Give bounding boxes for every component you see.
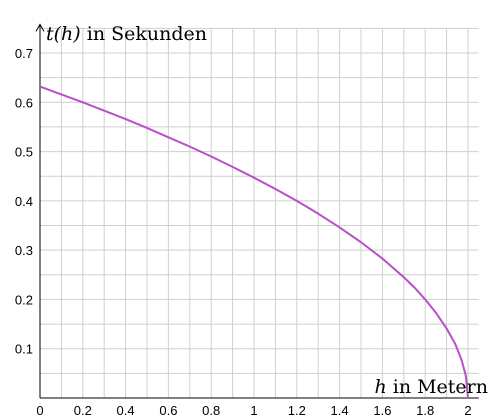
x-tick-label: 0	[36, 403, 43, 418]
x-tick-label: 1.6	[373, 403, 391, 418]
y-tick-label: 0.4	[15, 194, 33, 209]
x-tick-label: 1.8	[416, 403, 434, 418]
y-axis-label-var: t(h)	[46, 23, 81, 45]
x-tick-labels: 0 0.2 0.4 0.6 0.8 1 1.2 1.4 1.6 1.8 2	[36, 403, 471, 418]
grid	[40, 27, 479, 398]
x-tick-label: 1.2	[288, 403, 306, 418]
axes	[35, 23, 479, 399]
y-tick-label: 0.1	[15, 342, 33, 357]
y-tick-label: 0.7	[15, 46, 33, 61]
y-axis-label-text: in Sekunden	[81, 23, 207, 45]
x-tick-label: 0.8	[202, 403, 220, 418]
y-tick-label: 0.6	[15, 95, 33, 110]
y-axis-label: t(h) in Sekunden	[46, 23, 207, 45]
y-tick-label: 0.3	[15, 243, 33, 258]
x-tick-label: 1.4	[331, 403, 349, 418]
x-tick-label: 0.6	[159, 403, 177, 418]
x-tick-label: 0.4	[117, 403, 135, 418]
x-axis-label: h in Metern	[374, 376, 488, 398]
y-tick-label: 0.5	[15, 145, 33, 160]
x-axis-label-text: in Metern	[387, 376, 488, 398]
x-axis-label-var: h	[374, 376, 386, 398]
y-tick-label: 0.2	[15, 292, 33, 307]
y-tick-labels: 0.1 0.2 0.3 0.4 0.5 0.6 0.7	[15, 46, 33, 357]
y-axis-arrow-icon	[35, 23, 45, 32]
series	[39, 85, 469, 399]
x-tick-label: 0.2	[74, 403, 92, 418]
x-tick-label: 1	[250, 403, 257, 418]
x-tick-label: 2	[464, 403, 471, 418]
series-line	[39, 85, 469, 399]
